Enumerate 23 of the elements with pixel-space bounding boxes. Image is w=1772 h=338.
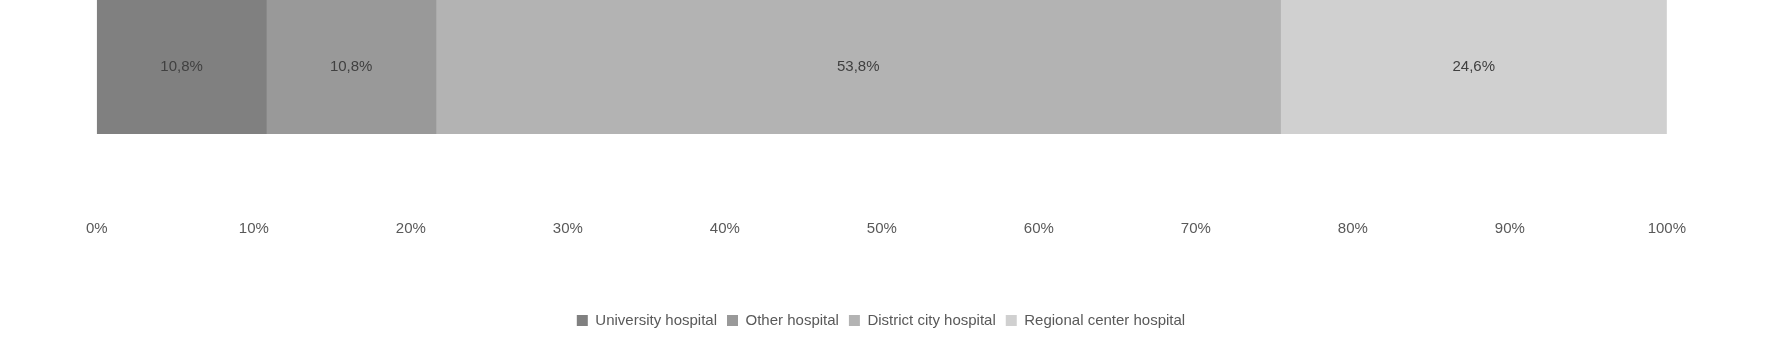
data-label: 10,8% (329, 57, 373, 75)
data-label: 53,8% (837, 57, 880, 75)
x-tick-label: 80% (1337, 219, 1368, 237)
x-tick-label: 60% (1023, 219, 1054, 237)
data-label: 10,8% (160, 57, 203, 75)
bar (1280, 0, 1667, 134)
legend-label: University hospital (595, 310, 718, 328)
x-tick-label: 30% (552, 219, 583, 237)
x-tick-label: 40% (709, 219, 740, 237)
x-tick-label: 100% (1647, 219, 1687, 237)
legend-label: Regional center hospital (1024, 310, 1186, 328)
x-tick-label: 10% (238, 219, 269, 237)
legend-label: District city hospital (867, 310, 996, 328)
bar (435, 0, 1281, 134)
bar (266, 0, 437, 134)
bar (96, 0, 267, 134)
x-tick-label: 20% (395, 219, 426, 237)
x-tick-label: 50% (866, 219, 897, 237)
x-tick-label: 0% (86, 219, 108, 237)
data-label: 24,6% (1452, 57, 1495, 75)
x-tick-label: 90% (1494, 219, 1525, 237)
x-tick-label: 70% (1180, 219, 1211, 237)
legend-label: Other hospital (745, 310, 839, 328)
